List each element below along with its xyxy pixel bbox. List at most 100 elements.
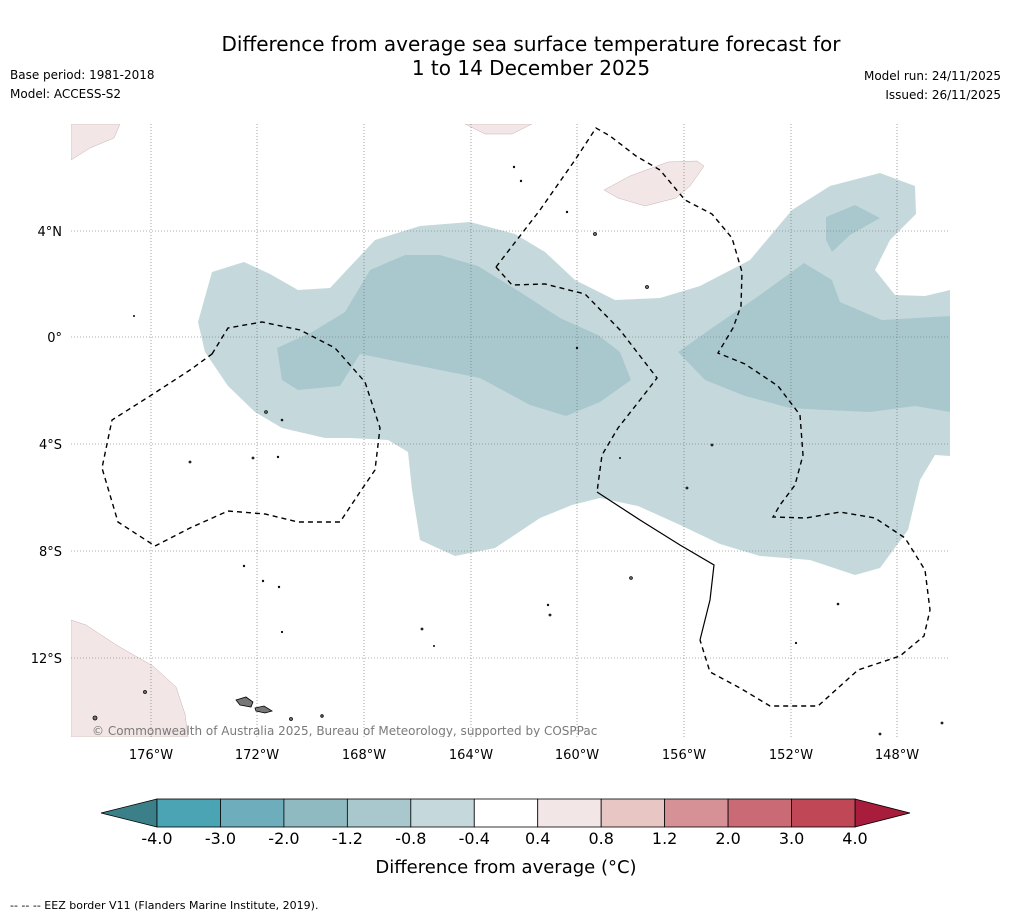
negative-anomaly-core-west: [277, 255, 631, 416]
latitude-labels: 4°N 0° 4°S 8°S 12°S: [31, 225, 62, 667]
colorbar-tick-label: -4.0: [141, 829, 172, 848]
island-dot: [548, 613, 552, 617]
colorbar-tick-label: 0.4: [525, 829, 550, 848]
colorbar-tick-label: 0.8: [588, 829, 613, 848]
positive-anomaly-patch-sw: [71, 619, 189, 737]
island-dot: [92, 715, 98, 721]
lon-label-156w: 156°W: [662, 748, 706, 763]
positive-anomaly-patch-ne: [603, 160, 705, 207]
island-dot: [575, 346, 579, 350]
lat-label-4s: 4°S: [39, 438, 62, 453]
colorbar-extend-high: [854, 798, 911, 828]
lat-label-8s: 8°S: [39, 545, 62, 560]
colorbar-tick-label: 2.0: [715, 829, 740, 848]
island-dot: [188, 460, 192, 464]
colorbar-tick-label: 4.0: [842, 829, 867, 848]
copyright-notice: © Commonwealth of Australia 2025, Bureau…: [92, 724, 597, 738]
negative-anomaly-core-east: [678, 263, 950, 412]
colorbar-tick-label: -0.4: [459, 829, 490, 848]
eez-footnote: -- -- -- EEZ border V11 (Flanders Marine…: [10, 899, 319, 912]
lat-label-4n: 4°N: [38, 225, 63, 240]
eez-border-tokelau: [495, 266, 658, 493]
eez-border-kiribati-phoenix: [495, 127, 931, 707]
sst-anomaly-field: © Commonwealth of Australia 2025, Bureau…: [71, 124, 950, 738]
positive-anomaly-patch-n: [464, 124, 533, 135]
island-dot: [593, 232, 597, 236]
lon-label-176w: 176°W: [129, 748, 173, 763]
colorbar-tick-label: -1.2: [332, 829, 363, 848]
island-dot: [280, 418, 284, 422]
island-dot: [645, 285, 649, 289]
colorbar-swatch: [410, 798, 475, 828]
maritime-boundary-solid: [596, 491, 715, 641]
island-dot: [261, 579, 265, 583]
colorbar-swatch: [473, 798, 539, 828]
colorbar-swatch: [220, 798, 285, 828]
island-dot: [432, 645, 435, 648]
island-dot: [143, 690, 147, 694]
lon-label-164w: 164°W: [449, 748, 493, 763]
title-line-1: Difference from average sea surface temp…: [221, 32, 841, 56]
island-dot: [519, 179, 523, 183]
island-dot: [251, 456, 255, 460]
island-dot: [264, 410, 268, 414]
colorbar-tick-label: -2.0: [268, 829, 299, 848]
island-dot: [512, 165, 516, 169]
island-dot: [878, 732, 882, 736]
colorbar-swatch: [727, 798, 792, 828]
island-dot: [685, 486, 689, 490]
longitude-labels: 176°W 172°W 168°W 164°W 160°W 156°W 152°…: [129, 748, 919, 763]
colorbar-label: Difference from average (°C): [375, 857, 636, 878]
colorbar-swatch: [346, 798, 412, 828]
island-dot: [280, 630, 284, 634]
island-dot: [794, 641, 798, 645]
island-dot: [289, 717, 293, 721]
lon-label-168w: 168°W: [342, 748, 386, 763]
island-dot: [277, 585, 281, 589]
colorbar-swatch: [600, 798, 666, 828]
island-dot: [565, 210, 569, 214]
island-dot: [320, 714, 324, 718]
model-name: Model: ACCESS-S2: [10, 87, 122, 101]
colorbar-swatch: [156, 798, 221, 828]
negative-anomaly-core-northeast: [826, 205, 880, 252]
island-dot: [546, 603, 550, 607]
positive-anomaly-patch-nw: [71, 124, 121, 161]
lon-label-152w: 152°W: [769, 748, 813, 763]
meta-right: Model run: 24/11/2025 Issued: 26/11/2025: [864, 67, 1001, 105]
island-dot: [619, 456, 622, 459]
lat-label-12s: 12°S: [31, 652, 62, 667]
island-dot: [420, 627, 424, 631]
colorbar-tick-label: -3.0: [205, 829, 236, 848]
island-samoa-savaii: [235, 696, 254, 708]
colorbar-tick-label: 3.0: [779, 829, 804, 848]
model-run: Model run: 24/11/2025: [863, 69, 1001, 83]
colorbar-swatch: [537, 798, 602, 828]
island-dot: [836, 602, 840, 606]
island-dot: [710, 443, 714, 447]
colorbar-swatch: [283, 798, 348, 828]
eez-borders: [101, 127, 931, 707]
island-dot: [132, 314, 135, 317]
island-dot: [629, 576, 633, 580]
lat-label-equator: 0°: [47, 331, 62, 346]
colorbar-swatch: [664, 798, 729, 828]
gridlines: [71, 124, 950, 737]
colorbar-tick-label: 1.2: [652, 829, 677, 848]
colorbar-swatch: [791, 798, 856, 828]
colorbar-extend-low: [100, 798, 158, 828]
lon-label-148w: 148°W: [875, 748, 919, 763]
island-dot: [242, 564, 246, 568]
title-line-2: 1 to 14 December 2025: [411, 56, 651, 80]
chart-title: Difference from average sea surface temp…: [0, 32, 1011, 80]
lon-label-172w: 172°W: [235, 748, 279, 763]
islands: [92, 165, 944, 736]
issued-date: Issued: 26/11/2025: [885, 88, 1001, 102]
eez-border-tuvalu: [101, 321, 381, 547]
base-period: Base period: 1981-2018: [10, 68, 155, 82]
colorbar: -4.0 -3.0 -2.0 -1.2 -0.8 -0.4 0.4 0.8 1.2 2.0 3.0 4…: [100, 798, 911, 848]
meta-left: Base period: 1981-2018 Model: ACCESS-S2: [10, 66, 155, 104]
colorbar-tick-label: -0.8: [395, 829, 426, 848]
island-samoa-upolu: [254, 705, 273, 714]
